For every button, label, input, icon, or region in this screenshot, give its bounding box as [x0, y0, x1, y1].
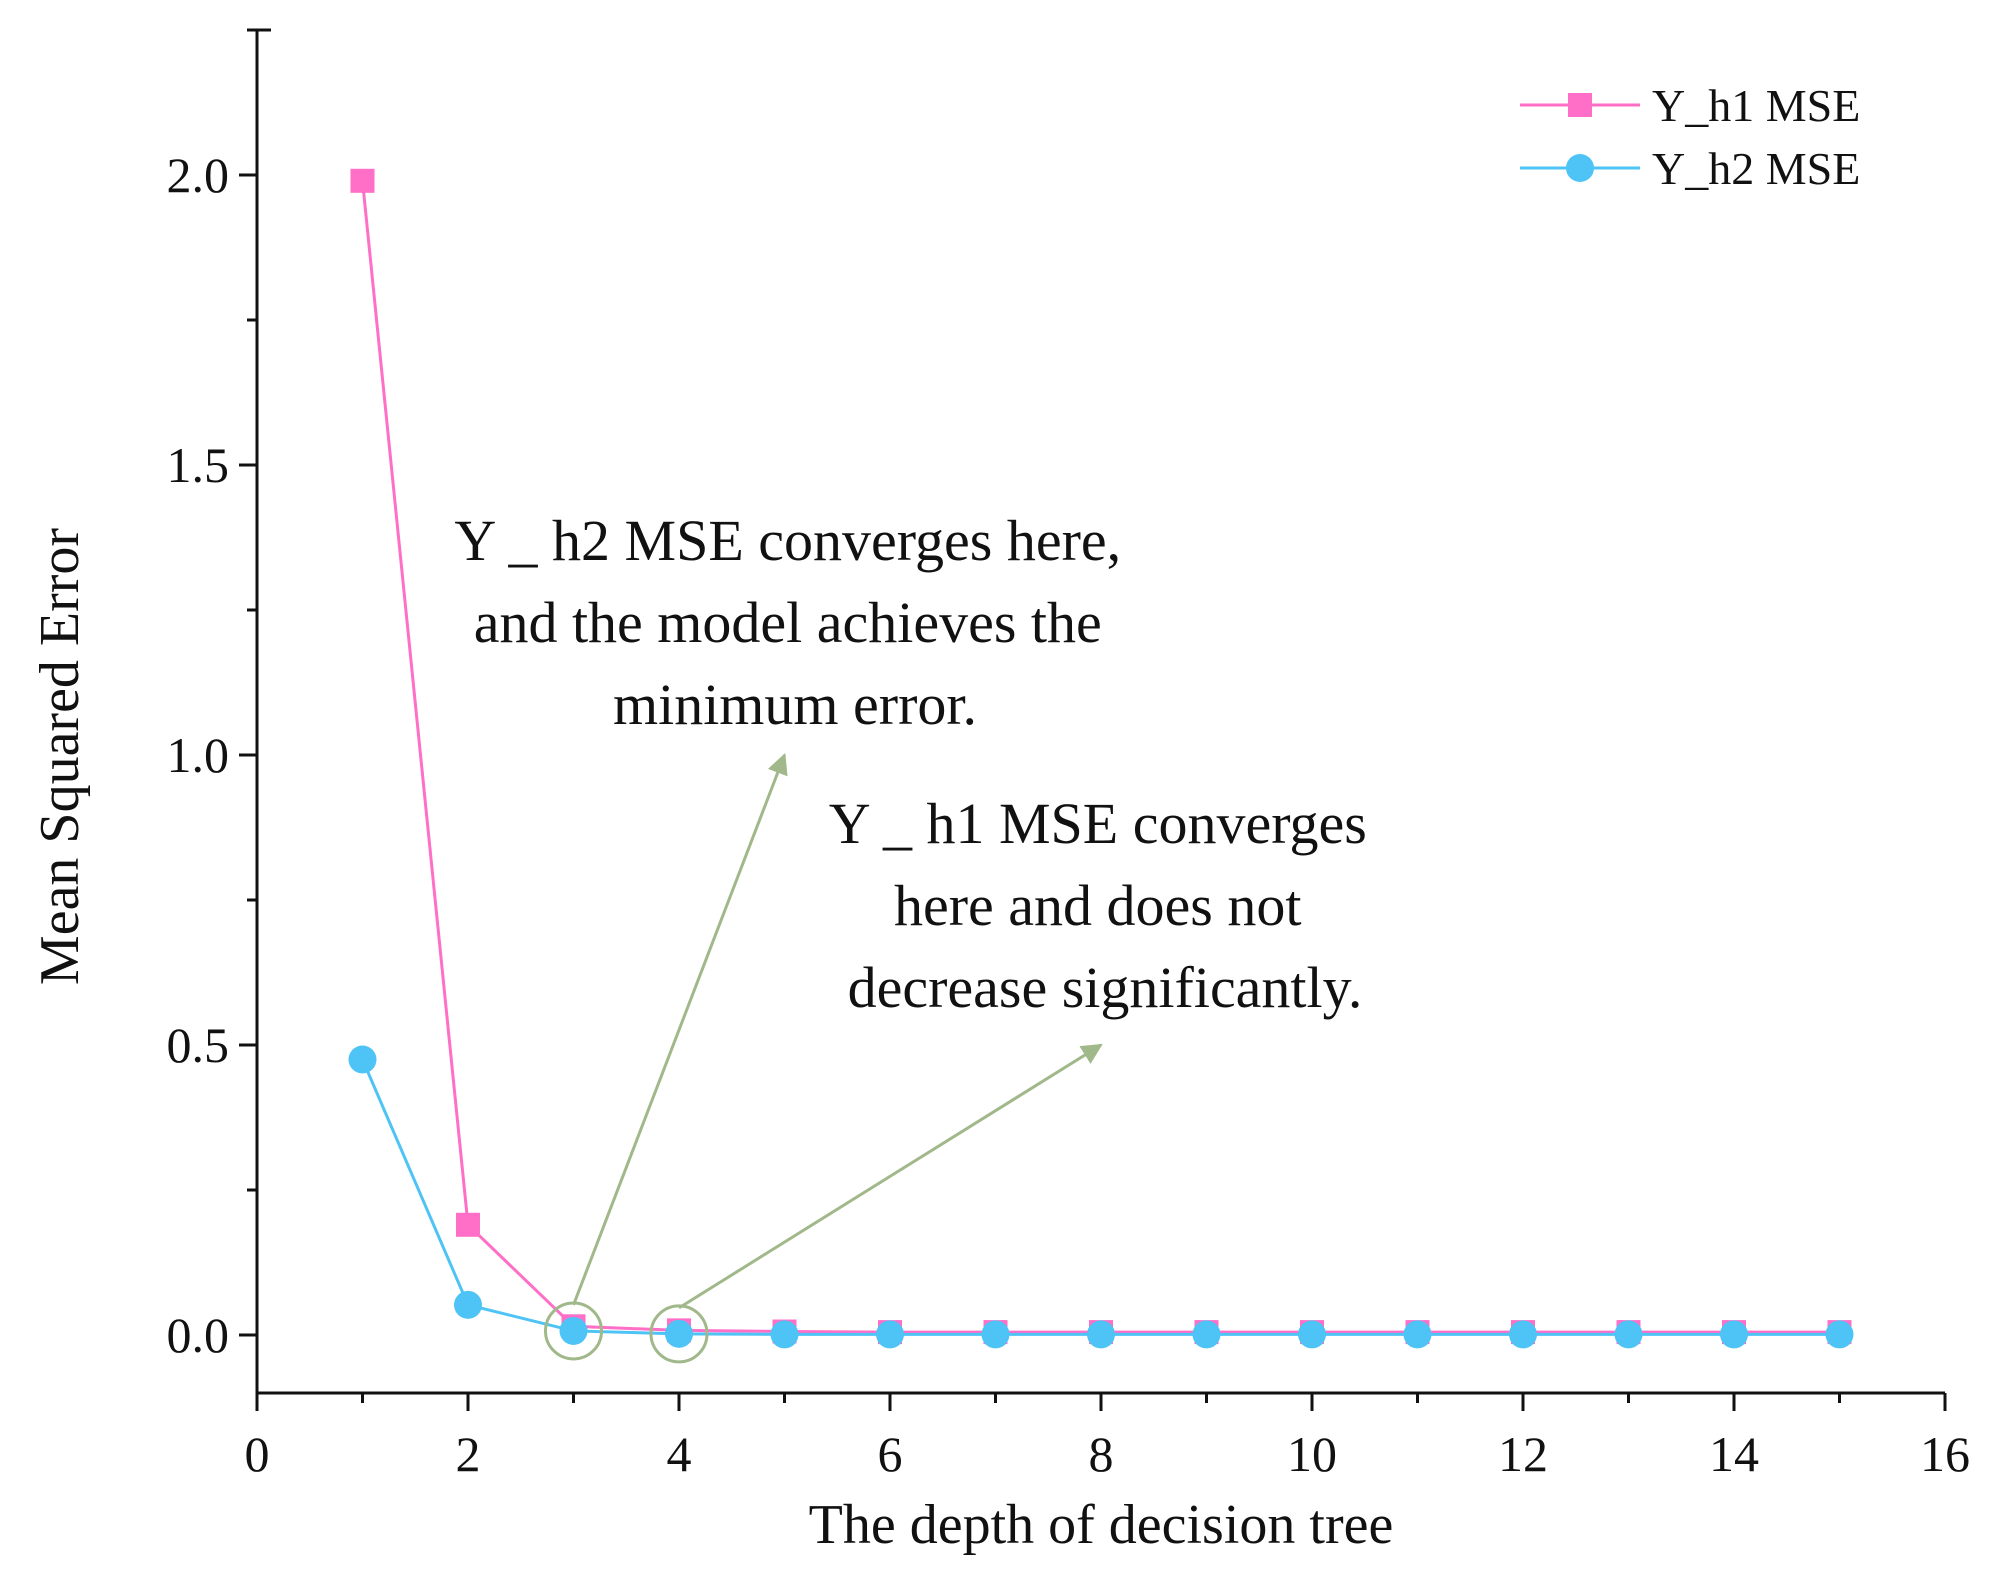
y-tick-label: 1.5: [167, 437, 230, 493]
data-point-circle: [1825, 1320, 1854, 1349]
data-point-circle: [981, 1320, 1010, 1349]
x-tick-label: 2: [456, 1426, 481, 1482]
data-point-circle: [1192, 1320, 1221, 1349]
annotations: Y _ h2 MSE converges here, and the model…: [454, 508, 1382, 1364]
data-point-circle: [770, 1320, 799, 1349]
legend-marker-square: [1568, 93, 1592, 117]
data-point-circle: [1614, 1320, 1643, 1349]
data-point-circle: [454, 1290, 482, 1319]
axes: 0 2 4 6 8 10 12 14 16 0.0 0.5 1.0 1.5 2.0: [167, 28, 1970, 1482]
series-y-h1: [350, 168, 1852, 1345]
y-tick-label: 1.0: [167, 727, 230, 783]
x-tick-label: 10: [1287, 1426, 1337, 1482]
data-point-circle: [1509, 1320, 1537, 1349]
annotation-h2-line: Y _ h2 MSE converges here,: [454, 508, 1121, 573]
y-tick-label: 0.5: [167, 1017, 230, 1073]
x-tick-label: 0: [245, 1426, 270, 1482]
data-point-circle: [1720, 1320, 1748, 1349]
annotation-h1-line: here and does not: [894, 873, 1301, 938]
annotation-h1-circle: [649, 1304, 709, 1364]
legend-label-y-h1: Y_h1 MSE: [1652, 80, 1860, 131]
x-tick-label: 6: [878, 1426, 903, 1482]
x-tick-label: 8: [1089, 1426, 1114, 1482]
y-tick-label: 2.0: [167, 147, 230, 203]
x-tick-label: 14: [1709, 1426, 1759, 1482]
data-point-circle: [348, 1045, 377, 1074]
legend-label-y-h2: Y_h2 MSE: [1652, 143, 1860, 194]
x-tick-label: 16: [1920, 1426, 1970, 1482]
y-tick-label: 0.0: [167, 1307, 230, 1363]
x-tick-label: 12: [1498, 1426, 1548, 1482]
data-point-square: [350, 168, 375, 193]
annotation-h2-text: Y _ h2 MSE converges here, and the model…: [454, 508, 1135, 737]
annotation-h2-line: and the model achieves the: [474, 590, 1102, 655]
data-point-circle: [1087, 1320, 1115, 1349]
annotation-h1-line: decrease significantly.: [848, 955, 1363, 1020]
data-point-square: [456, 1212, 480, 1237]
annotation-h1-line: Y _ h1 MSE converges: [829, 791, 1367, 856]
annotation-h2-arrow: [572, 753, 788, 1306]
legend: Y_h1 MSE Y_h2 MSE: [1520, 80, 1860, 194]
x-tick-label: 4: [667, 1426, 692, 1482]
annotation-h2-line: minimum error.: [613, 672, 977, 737]
data-point-circle: [665, 1319, 693, 1348]
data-point-circle: [559, 1316, 588, 1345]
series-y-h2: [348, 1045, 1854, 1349]
data-point-circle: [1403, 1320, 1432, 1349]
annotation-h1-text: Y _ h1 MSE converges here and does not d…: [829, 791, 1382, 1020]
series-line: [361, 1058, 1840, 1336]
series-group: [348, 168, 1854, 1349]
annotation-h1-arrow: [678, 1043, 1103, 1310]
y-axis-label: Mean Squared Error: [29, 528, 91, 986]
data-point-circle: [876, 1320, 904, 1349]
x-axis-label: The depth of decision tree: [809, 1494, 1394, 1556]
series-line: [361, 180, 1840, 1334]
data-point-circle: [1298, 1320, 1326, 1349]
legend-marker-circle: [1566, 154, 1594, 182]
